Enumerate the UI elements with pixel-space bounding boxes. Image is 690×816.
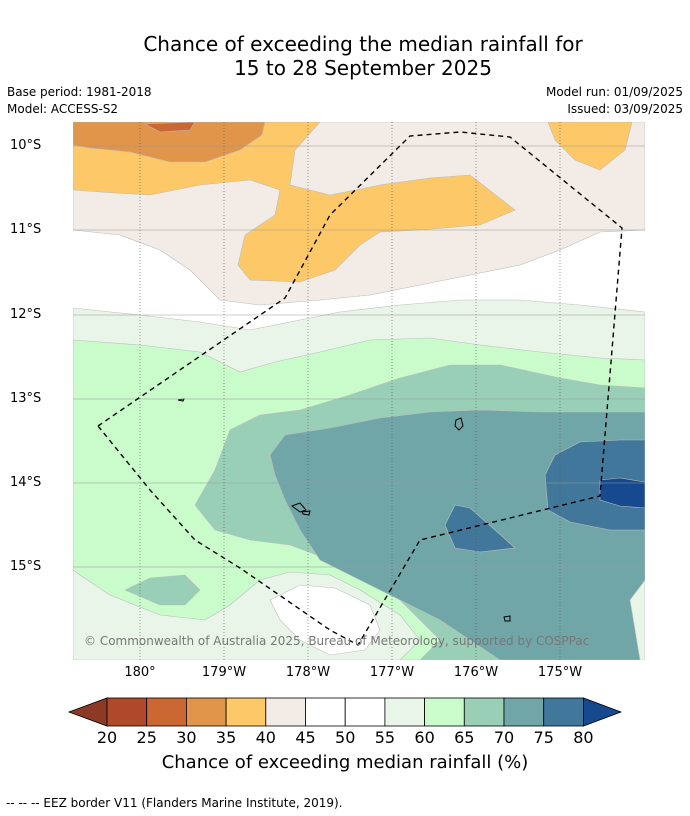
colorbar-tick-label: 35 [215,728,237,747]
colorbar-tick-label: 80 [573,728,594,747]
lat-label: 13°S [10,391,42,406]
contour-over-80 [599,477,645,509]
colorbar-tick-label: 65 [454,728,475,747]
island [503,615,511,622]
colorbar-tick-label: 45 [295,728,316,747]
model-name: Model: ACCESS-S2 [7,102,119,116]
colorbar-tick-label: 20 [96,728,118,747]
colorbar-tick-label: 40 [255,728,276,747]
contour-75-80 [544,439,645,531]
lon-label: 175°W [537,665,583,680]
eez-border [96,131,623,646]
model-run: Model run: 01/09/2025 [545,85,683,99]
lon-label: 178°W [285,665,331,680]
eez-footnote: -- -- -- EEZ border V11 (Flanders Marine… [6,796,343,810]
colorbar-segment [503,697,545,727]
colorbar-segment [305,697,346,727]
title-line-1: Chance of exceeding the median rainfall … [143,32,583,56]
colorbar-segment [384,697,425,727]
lon-label: 180° [124,665,156,680]
colorbar-tick-label: 70 [493,728,515,747]
island [290,502,307,513]
colorbar-segment [225,697,267,727]
lat-label: 12°S [10,307,42,322]
contour-30-35 [73,122,266,163]
colorbar-tick-label: 50 [335,728,356,747]
issued-date: Issued: 03/09/2025 [567,102,683,116]
island [177,398,185,402]
colorbar-segment [185,697,227,727]
island [454,417,464,431]
gridlines [73,145,645,568]
colorbar-segment [146,697,187,727]
colorbar-tick-label: 60 [414,728,435,747]
colorbar-tick-label: 55 [374,728,396,747]
colorbar-under-arrow [67,697,108,727]
contour-50-55-pocket [269,584,381,656]
base-period: Base period: 1981-2018 [7,85,152,99]
lat-label: 11°S [10,222,42,237]
title-line-2: 15 to 28 September 2025 [234,56,492,80]
island [301,510,311,516]
colorbar [67,697,623,727]
colorbar-tick-label: 30 [176,728,197,747]
colorbar-segment [106,697,148,727]
lat-label: 14°S [10,475,42,490]
probability-contours [73,122,645,660]
colorbar-segment [463,697,505,727]
contour-75-80-south [444,504,516,553]
colorbar-segment [543,697,584,727]
contour-25-30 [143,122,196,133]
lat-label: 10°S [10,138,42,153]
colorbar-label: Chance of exceeding median rainfall (%) [161,752,529,773]
contour-65-70-west [124,574,201,606]
colorbar-segment [344,697,386,727]
colorbar-segment [424,697,465,727]
lat-label: 15°S [10,559,42,574]
lon-label: 176°W [453,665,499,680]
colorbar-over-arrow [583,697,623,727]
colorbar-tick-label: 75 [533,728,554,747]
lon-label: 179°W [201,665,247,680]
lon-label: 177°W [369,665,415,680]
copyright-notice: © Commonwealth of Australia 2025, Bureau… [84,634,590,648]
colorbar-segment [265,697,306,727]
colorbar-tick-label: 25 [136,728,157,747]
